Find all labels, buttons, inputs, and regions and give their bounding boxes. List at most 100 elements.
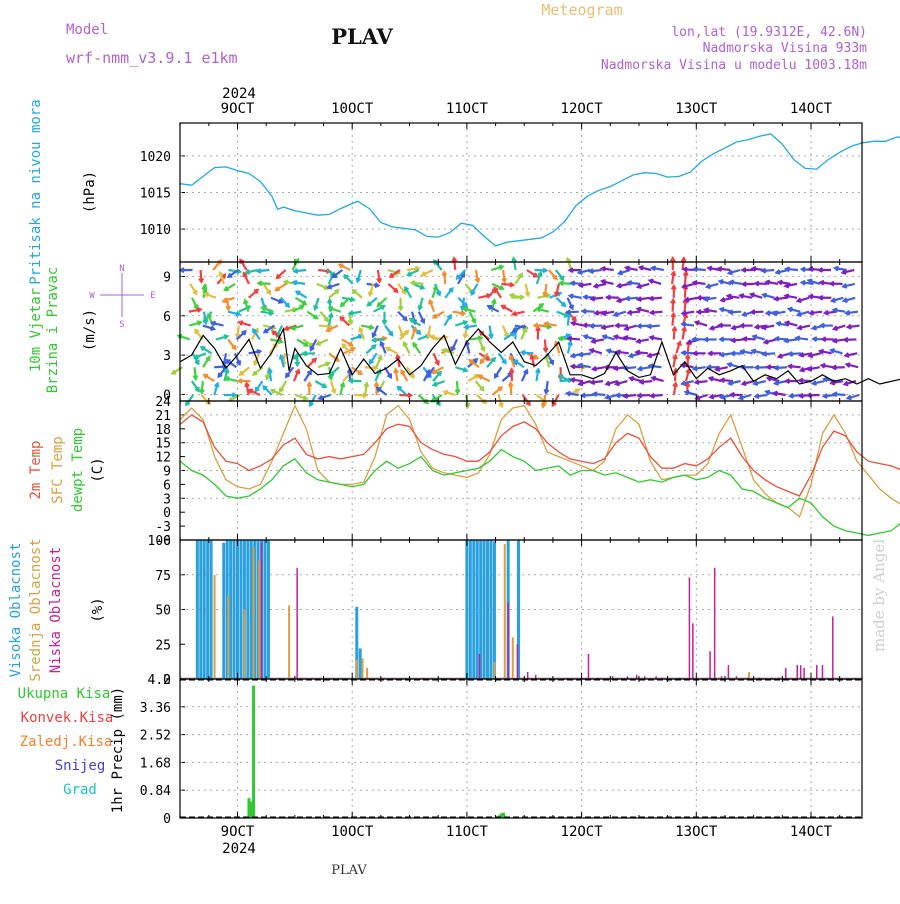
y-tick-label: 15 xyxy=(155,437,171,452)
temp2m-ylabel: 2m Temp xyxy=(28,440,44,499)
panel-border xyxy=(180,679,862,818)
y-tick-label: 9 xyxy=(163,270,171,285)
wind-speed-line xyxy=(180,329,900,387)
model-label: Model xyxy=(66,22,108,38)
cloud-unit-label: (%) xyxy=(90,597,106,622)
cloud-bar xyxy=(227,596,229,679)
sfctemp-ylabel: SFC Temp xyxy=(50,436,66,503)
date-label-top: 9OCT xyxy=(221,101,255,117)
year-bottom: 2024 xyxy=(222,841,256,857)
model-name: wrf-nmm_v3.9.1 e1km xyxy=(66,49,238,67)
cloud-bar xyxy=(366,668,368,679)
cloud-bar xyxy=(800,665,802,679)
cloud-bar xyxy=(728,665,730,679)
cloud-bar xyxy=(264,540,267,679)
y-tick-label: 6 xyxy=(163,310,171,325)
cloud-bar xyxy=(689,578,691,679)
y-tick-label: 3.36 xyxy=(140,701,171,716)
cloud-low-ylabel: Niska Oblacnost xyxy=(48,547,64,673)
date-label-bottom: 14OCT xyxy=(790,824,833,840)
wind-ylabel-1: 10m Vjetar xyxy=(28,288,44,372)
y-tick-label: 75 xyxy=(155,569,171,584)
year-top: 2024 xyxy=(222,86,256,102)
y-tick-label: 0.84 xyxy=(140,784,171,799)
compass-s: S xyxy=(119,320,124,330)
date-label-bottom: 9OCT xyxy=(221,824,255,840)
cloud-bar xyxy=(517,644,519,679)
cloud-high-ylabel: Visoka Oblacnost xyxy=(8,543,24,678)
compass-e: E xyxy=(150,291,155,301)
compass-icon: N S W E xyxy=(89,264,155,330)
cloud-bar xyxy=(203,540,206,679)
cloud-bar xyxy=(199,540,202,679)
cloud-bar xyxy=(527,672,529,679)
temp-line-1 xyxy=(180,406,900,517)
cloud-bar xyxy=(465,540,468,679)
compass-n: N xyxy=(119,264,124,274)
wind-unit-label: (m/s) xyxy=(82,309,98,351)
cloud-bar xyxy=(479,654,481,679)
y-tick-label: 21 xyxy=(155,409,171,424)
cloud-bar xyxy=(692,623,694,679)
y-tick-label: 100 xyxy=(148,534,171,549)
precip-legend-item: Konvek.Kisa xyxy=(21,710,114,726)
cloud-bar xyxy=(822,665,824,679)
wind-barbs xyxy=(172,258,859,407)
cloud-bar xyxy=(832,616,834,679)
cloud-bar xyxy=(253,547,255,679)
cloud-bar xyxy=(714,568,716,679)
precip-legend-item: Zaledj.Kisa xyxy=(20,734,113,750)
cloud-bar xyxy=(476,540,479,679)
date-label-top: 12OCT xyxy=(561,101,604,117)
precip-legend-item: Snijeg xyxy=(55,758,106,774)
compass-w: W xyxy=(89,291,95,301)
coords-label: lon,lat (19.9312E, 42.6N) xyxy=(671,25,867,40)
cloud-bar xyxy=(210,540,213,679)
y-tick-label: 1.68 xyxy=(140,756,171,771)
date-label-top: 14OCT xyxy=(790,101,833,117)
precip-legend-item: Ukupna Kisa xyxy=(18,686,111,702)
y-tick-label: 25 xyxy=(155,638,171,653)
cloud-bar xyxy=(236,540,239,679)
cloud-bar xyxy=(489,540,492,679)
y-tick-label: 0 xyxy=(163,812,171,827)
precip-bar xyxy=(252,686,255,818)
cloud-bar xyxy=(507,603,509,679)
date-label-bottom: 13OCT xyxy=(675,824,718,840)
y-tick-label: 1010 xyxy=(140,223,171,238)
cloud-bar xyxy=(803,668,805,679)
precip-legend-item: Grad xyxy=(63,782,97,798)
pressure-unit-label: (hPa) xyxy=(82,171,98,213)
cloud-bar xyxy=(288,605,290,679)
model-elevation-label: Nadmorska Visina u modelu 1003.18m xyxy=(601,58,867,73)
date-label-bottom: 10OCT xyxy=(331,824,374,840)
cloud-bar xyxy=(229,540,232,679)
cloud-bar xyxy=(796,665,798,679)
cloud-bar xyxy=(486,540,489,679)
cloud-bar xyxy=(469,540,472,679)
cloud-bar xyxy=(504,544,506,679)
y-tick-label: 3 xyxy=(163,492,171,507)
temp-unit-label: (C) xyxy=(90,457,106,482)
date-label-bottom: 11OCT xyxy=(446,824,489,840)
date-label-top: 10OCT xyxy=(331,101,374,117)
y-tick-label: 2.52 xyxy=(140,729,171,744)
cloud-bar xyxy=(493,541,496,679)
y-tick-label: 6 xyxy=(163,478,171,493)
cloud-bar xyxy=(296,568,298,679)
cloud-bar xyxy=(588,654,590,679)
cloud-bar xyxy=(206,540,209,679)
y-tick-label: 18 xyxy=(155,423,171,438)
cloud-bar xyxy=(239,540,242,679)
cloud-bar xyxy=(214,575,216,679)
cloud-bar xyxy=(258,561,260,679)
footer-station: PLAV xyxy=(331,863,367,878)
cloud-bar xyxy=(816,665,818,679)
cloud-bar xyxy=(267,540,270,679)
